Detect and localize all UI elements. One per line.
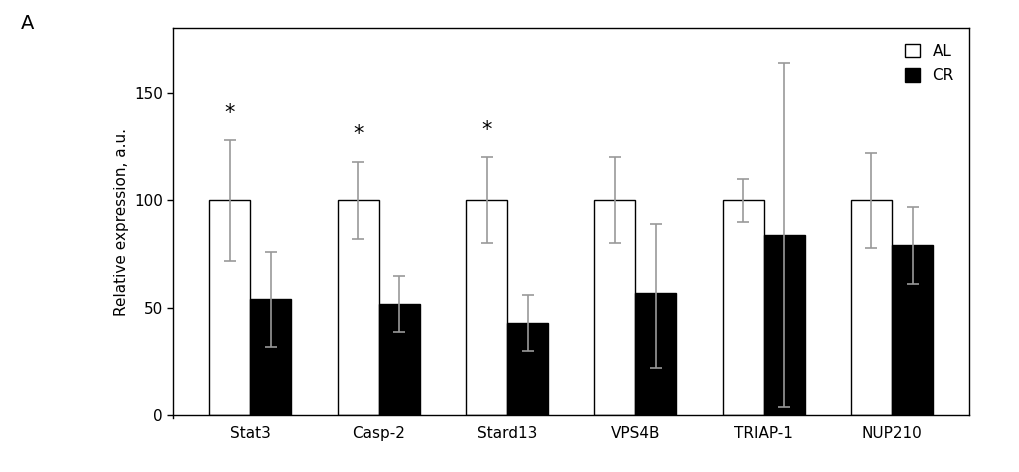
Bar [594, 200, 635, 415]
Bar [892, 245, 932, 415]
Bar [506, 323, 547, 415]
Legend: AL, CR: AL, CR [897, 36, 961, 91]
Bar [466, 200, 506, 415]
Bar [378, 303, 420, 415]
Text: *: * [224, 103, 234, 123]
Text: *: * [481, 120, 491, 140]
Text: *: * [353, 125, 363, 144]
Bar [721, 200, 763, 415]
Bar [250, 299, 291, 415]
Bar [337, 200, 378, 415]
Text: A: A [20, 14, 34, 33]
Bar [209, 200, 250, 415]
Y-axis label: Relative expression, a.u.: Relative expression, a.u. [113, 128, 128, 316]
Bar [763, 235, 804, 415]
Bar [635, 293, 676, 415]
Bar [850, 200, 892, 415]
